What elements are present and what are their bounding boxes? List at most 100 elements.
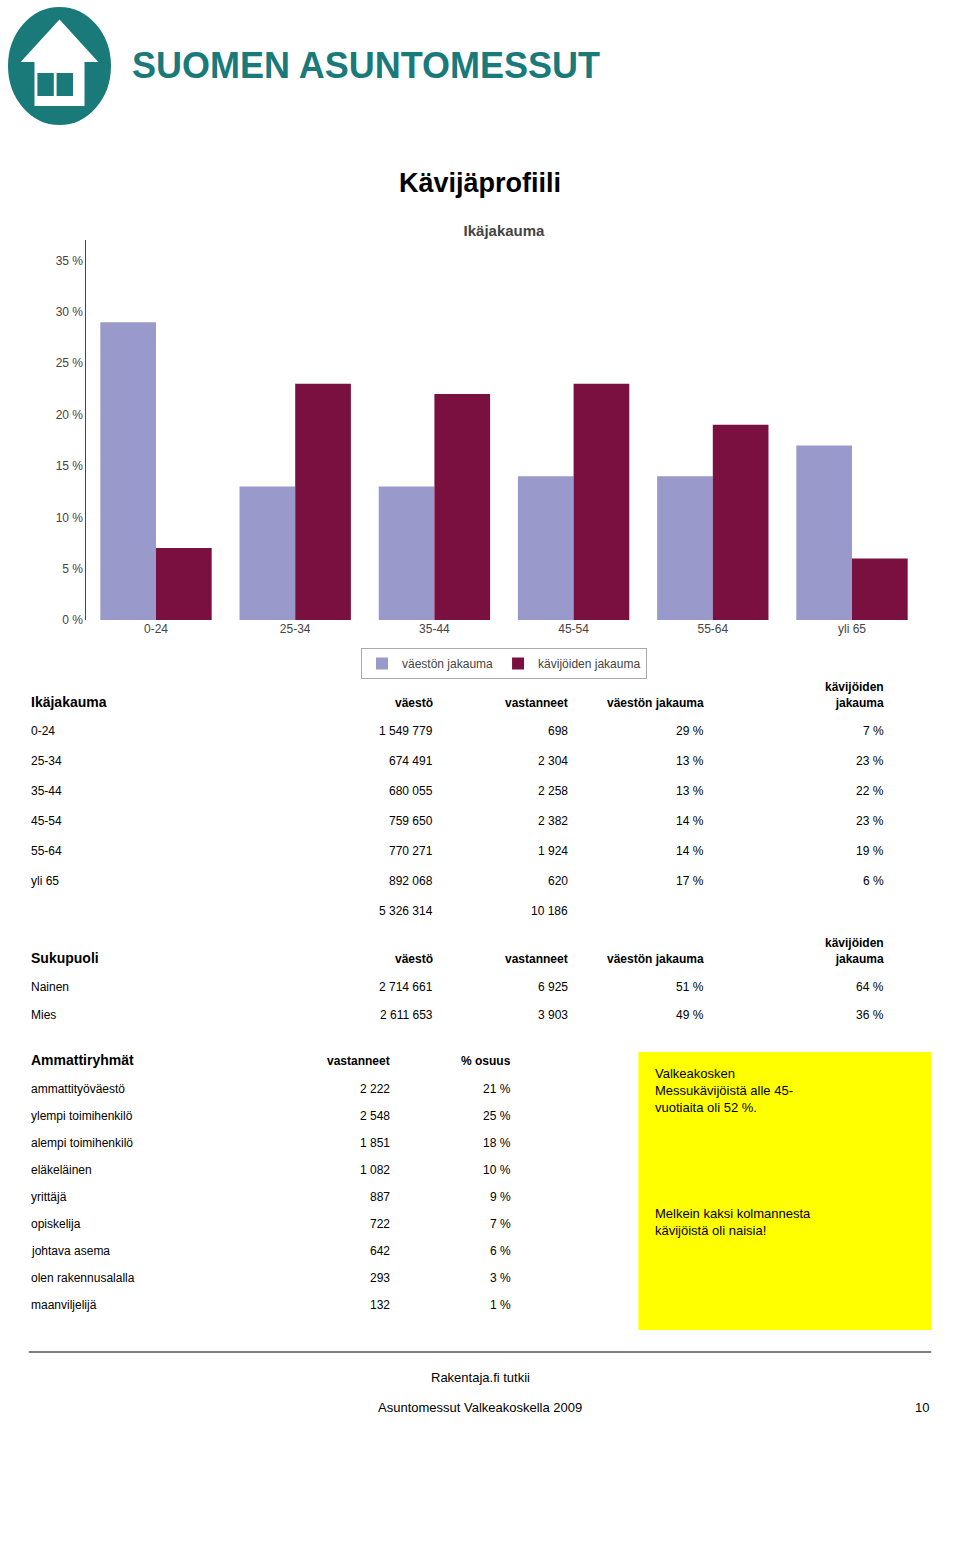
svg-text:Mies: Mies xyxy=(31,1008,56,1022)
svg-text:Melkein kaksi kolmannestakävij: Melkein kaksi kolmannestakävijöistä oli … xyxy=(655,1206,811,1238)
svg-text:20 %: 20 % xyxy=(56,408,84,422)
svg-text:887: 887 xyxy=(370,1190,390,1204)
svg-text:30 %: 30 % xyxy=(56,305,84,319)
svg-text:6 %: 6 % xyxy=(490,1244,511,1258)
svg-text:698: 698 xyxy=(548,724,568,738)
svg-text:10 186: 10 186 xyxy=(531,904,568,918)
svg-text:21 %: 21 % xyxy=(483,1082,511,1096)
svg-text:1 851: 1 851 xyxy=(360,1136,390,1150)
svg-text:ammattityöväestö: ammattityöväestö xyxy=(31,1082,125,1096)
svg-text:22 %: 22 % xyxy=(856,784,884,798)
svg-text:0 %: 0 % xyxy=(62,613,83,627)
svg-text:770 271: 770 271 xyxy=(389,844,433,858)
svg-text:Rakentaja.fi tutkii: Rakentaja.fi tutkii xyxy=(431,1370,530,1385)
svg-text:3 903: 3 903 xyxy=(538,1008,568,1022)
svg-text:15 %: 15 % xyxy=(56,459,84,473)
svg-text:49 %: 49 % xyxy=(676,1008,704,1022)
svg-text:2 714 661: 2 714 661 xyxy=(379,980,433,994)
svg-text:Sukupuoli: Sukupuoli xyxy=(31,950,99,966)
svg-text:2 548: 2 548 xyxy=(360,1109,390,1123)
svg-text:14 %: 14 % xyxy=(676,844,704,858)
svg-text:23 %: 23 % xyxy=(856,814,884,828)
svg-text:29 %: 29 % xyxy=(676,724,704,738)
svg-text:6 925: 6 925 xyxy=(538,980,568,994)
svg-text:Nainen: Nainen xyxy=(31,980,69,994)
svg-text:väestö: väestö xyxy=(395,952,433,966)
svg-text:2 304: 2 304 xyxy=(538,754,568,768)
svg-text:opiskelija: opiskelija xyxy=(31,1217,81,1231)
svg-text:5 326 314: 5 326 314 xyxy=(379,904,433,918)
svg-text:45-54: 45-54 xyxy=(558,622,589,636)
svg-text:17 %: 17 % xyxy=(676,874,704,888)
svg-text:10 %: 10 % xyxy=(56,511,84,525)
svg-text:Asuntomessut Valkeakoskella 20: Asuntomessut Valkeakoskella 2009 xyxy=(378,1400,582,1415)
svg-text:2 258: 2 258 xyxy=(538,784,568,798)
svg-text:1 %: 1 % xyxy=(490,1298,511,1312)
svg-text:25-34: 25-34 xyxy=(31,754,62,768)
svg-text:6 %: 6 % xyxy=(863,874,884,888)
svg-text:Ammattiryhmät: Ammattiryhmät xyxy=(31,1052,134,1068)
svg-text:kävijöidenjakauma: kävijöidenjakauma xyxy=(825,680,884,710)
svg-text:19 %: 19 % xyxy=(856,844,884,858)
svg-text:722: 722 xyxy=(370,1217,390,1231)
svg-text:1 924: 1 924 xyxy=(538,844,568,858)
svg-text:vastanneet: vastanneet xyxy=(505,696,568,710)
svg-text:% osuus: % osuus xyxy=(461,1054,511,1068)
svg-text:ylempi toimihenkilö: ylempi toimihenkilö xyxy=(31,1109,133,1123)
svg-text:5 %: 5 % xyxy=(62,562,83,576)
svg-text:1 549 779: 1 549 779 xyxy=(379,724,433,738)
svg-text:Kävijäprofiili: Kävijäprofiili xyxy=(399,168,561,198)
svg-text:25-34: 25-34 xyxy=(280,622,311,636)
svg-text:55-64: 55-64 xyxy=(31,844,62,858)
svg-text:väestön jakauma: väestön jakauma xyxy=(607,952,704,966)
svg-text:1 082: 1 082 xyxy=(360,1163,390,1177)
svg-text:yli 65: yli 65 xyxy=(31,874,59,888)
svg-text:väestön jakauma: väestön jakauma xyxy=(402,657,493,671)
svg-text:132: 132 xyxy=(370,1298,390,1312)
svg-text:293: 293 xyxy=(370,1271,390,1285)
svg-text:35-44: 35-44 xyxy=(31,784,62,798)
svg-text:25 %: 25 % xyxy=(483,1109,511,1123)
svg-text:51 %: 51 % xyxy=(676,980,704,994)
svg-text:45-54: 45-54 xyxy=(31,814,62,828)
svg-text:vastanneet: vastanneet xyxy=(505,952,568,966)
svg-text:ValkeakoskenMessukävijöistä al: ValkeakoskenMessukävijöistä alle 45-vuot… xyxy=(655,1066,793,1115)
svg-text:642: 642 xyxy=(370,1244,390,1258)
svg-text:13 %: 13 % xyxy=(676,784,704,798)
svg-text:10: 10 xyxy=(915,1400,929,1415)
svg-text:maanviljelijä: maanviljelijä xyxy=(31,1298,97,1312)
svg-text:55-64: 55-64 xyxy=(697,622,728,636)
svg-text:Ikäjakauma: Ikäjakauma xyxy=(464,222,546,239)
svg-text:680 055: 680 055 xyxy=(389,784,433,798)
svg-text:620: 620 xyxy=(548,874,568,888)
svg-text:0-24: 0-24 xyxy=(144,622,168,636)
svg-text:SUOMEN ASUNTOMESSUT: SUOMEN ASUNTOMESSUT xyxy=(132,45,600,86)
svg-text:36 %: 36 % xyxy=(856,1008,884,1022)
svg-text:3 %: 3 % xyxy=(490,1271,511,1285)
svg-text:2 611 653: 2 611 653 xyxy=(380,1008,433,1022)
svg-text:olen rakennusalalla: olen rakennusalalla xyxy=(31,1271,135,1285)
svg-text:23 %: 23 % xyxy=(856,754,884,768)
svg-text:0-24: 0-24 xyxy=(31,724,55,738)
svg-text:Ikäjakauma: Ikäjakauma xyxy=(31,694,107,710)
svg-text:14 %: 14 % xyxy=(676,814,704,828)
svg-text:yrittäjä: yrittäjä xyxy=(31,1190,67,1204)
svg-text:2 382: 2 382 xyxy=(538,814,568,828)
svg-text:9 %: 9 % xyxy=(490,1190,511,1204)
svg-text:25 %: 25 % xyxy=(56,356,84,370)
svg-text:yli 65: yli 65 xyxy=(838,622,866,636)
svg-text:7 %: 7 % xyxy=(490,1217,511,1231)
svg-text:13 %: 13 % xyxy=(676,754,704,768)
svg-text:759 650: 759 650 xyxy=(389,814,433,828)
svg-text:kävijöidenjakauma: kävijöidenjakauma xyxy=(825,936,884,966)
svg-text:kävijöiden jakauma: kävijöiden jakauma xyxy=(538,657,640,671)
svg-text:35 %: 35 % xyxy=(56,254,84,268)
svg-text:892 068: 892 068 xyxy=(389,874,433,888)
svg-text:2 222: 2 222 xyxy=(360,1082,390,1096)
svg-text:johtava asema: johtava asema xyxy=(31,1244,110,1258)
svg-text:eläkeläinen: eläkeläinen xyxy=(31,1163,92,1177)
svg-text:7 %: 7 % xyxy=(863,724,884,738)
svg-text:674 491: 674 491 xyxy=(389,754,433,768)
svg-text:10 %: 10 % xyxy=(483,1163,511,1177)
svg-text:64 %: 64 % xyxy=(856,980,884,994)
